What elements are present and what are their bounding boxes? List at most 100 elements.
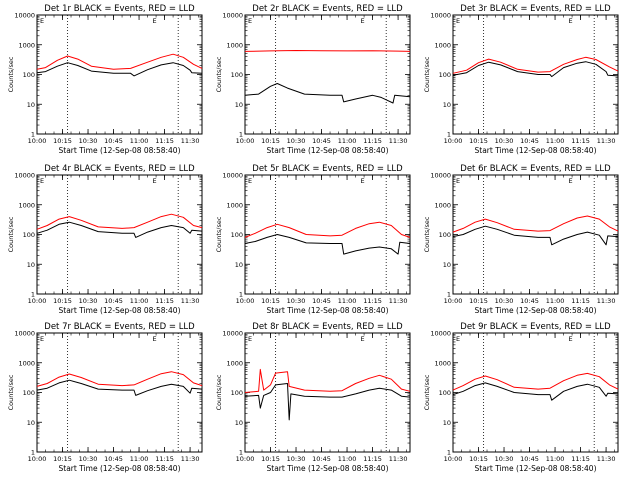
- det7-xaxis-label: Start Time (12-Sep-08 08:58:40): [59, 464, 181, 473]
- det6-yaxis-label: Counts/sec: [423, 216, 431, 252]
- det3-ytick-label: 1: [447, 131, 451, 139]
- det9-ytick-label: 1: [447, 449, 451, 457]
- det2-corner-label-left: E: [248, 17, 252, 25]
- det8-xtick-label: 11:30: [389, 455, 408, 463]
- det4-corner-label-left: E: [40, 177, 44, 185]
- det8-title: Det 8r BLACK = Events, RED = LLD: [252, 322, 403, 332]
- det2-corner-label-right: E: [361, 17, 365, 25]
- det4-xtick-label: 10:00: [28, 297, 47, 305]
- det5-series-red-line: [244, 221, 411, 238]
- det2-ytick-label: 10000: [222, 12, 243, 20]
- det4-corner-label-right: E: [153, 177, 157, 185]
- det6-series-black-line: [452, 225, 619, 246]
- det5-xtick-label: 11:15: [363, 297, 382, 305]
- det7-ytick-label: 1000: [18, 359, 35, 367]
- det3-corner-label-left: E: [456, 17, 460, 25]
- det1-yaxis-label: Counts/sec: [7, 56, 15, 92]
- det5-ytick-label: 1: [239, 291, 243, 299]
- det7-xtick-label: 11:15: [155, 455, 174, 463]
- det2-xaxis-label: Start Time (12-Sep-08 08:58:40): [267, 146, 389, 155]
- det8-xtick-label: 10:30: [287, 455, 306, 463]
- det4-xtick-label: 10:15: [53, 297, 72, 305]
- det3-xtick-label: 10:45: [520, 137, 539, 145]
- det4-series-red-line: [36, 213, 203, 230]
- det5-xtick-label: 11:00: [338, 297, 357, 305]
- det3-xaxis-label: Start Time (12-Sep-08 08:58:40): [475, 146, 597, 155]
- det1-xtick-label: 10:45: [104, 137, 123, 145]
- det6-title: Det 6r BLACK = Events, RED = LLD: [460, 164, 611, 174]
- det8-ytick-label: 10000: [222, 330, 243, 338]
- det2-ytick-label: 1000: [226, 41, 243, 49]
- det5-corner-label-right: E: [361, 177, 365, 185]
- det8-ytick-label: 1: [239, 449, 243, 457]
- det1-xaxis-label: Start Time (12-Sep-08 08:58:40): [59, 146, 181, 155]
- det2-xtick-label: 10:00: [236, 137, 255, 145]
- det2-xtick-label: 10:15: [261, 137, 280, 145]
- det8-xtick-label: 11:00: [338, 455, 357, 463]
- det5-xtick-label: 10:00: [236, 297, 255, 305]
- det7-xtick-label: 10:30: [79, 455, 98, 463]
- det9-title: Det 9r BLACK = Events, RED = LLD: [460, 322, 611, 332]
- det1-corner-label-left: E: [40, 17, 44, 25]
- det2-xtick-label: 11:00: [338, 137, 357, 145]
- det4-xtick-label: 10:45: [104, 297, 123, 305]
- det3-title: Det 3r BLACK = Events, RED = LLD: [460, 4, 611, 14]
- det8-ytick-label: 1000: [226, 359, 243, 367]
- det1-xtick-label: 11:15: [155, 137, 174, 145]
- det4-ytick-label: 10000: [14, 172, 35, 180]
- det9-xtick-label: 11:30: [597, 455, 616, 463]
- det5-title: Det 5r BLACK = Events, RED = LLD: [252, 164, 403, 174]
- det3-series-black-line: [452, 61, 619, 78]
- det9-series-black-line: [452, 382, 619, 401]
- det3-xtick-label: 11:30: [597, 137, 616, 145]
- det1-ytick-label: 10: [27, 101, 35, 109]
- det6-xtick-label: 11:15: [571, 297, 590, 305]
- det1-plot-frame: [36, 14, 203, 135]
- det9-xtick-label: 11:00: [546, 455, 565, 463]
- det1-ytick-label: 1000: [18, 41, 35, 49]
- det8-xtick-label: 10:15: [261, 455, 280, 463]
- det4-xtick-label: 11:30: [181, 297, 200, 305]
- det9-corner-label-right: E: [569, 335, 573, 343]
- det4-series-black-line: [36, 221, 203, 238]
- det7-ytick-label: 10000: [14, 330, 35, 338]
- det4-xtick-label: 11:00: [130, 297, 149, 305]
- det2-ytick-label: 1: [239, 131, 243, 139]
- det7-xtick-label: 10:15: [53, 455, 72, 463]
- det5-ytick-label: 1000: [226, 201, 243, 209]
- det3-corner-label-right: E: [569, 17, 573, 25]
- det6-ytick-label: 100: [439, 231, 451, 239]
- det9-ytick-label: 1000: [434, 359, 451, 367]
- det6-xtick-label: 11:30: [597, 297, 616, 305]
- det7-xtick-label: 10:45: [104, 455, 123, 463]
- det7-corner-label-left: E: [40, 335, 44, 343]
- det5-ytick-label: 10: [235, 261, 243, 269]
- det6-xtick-label: 11:00: [546, 297, 565, 305]
- det5-xaxis-label: Start Time (12-Sep-08 08:58:40): [267, 306, 389, 315]
- det4-xtick-label: 11:15: [155, 297, 174, 305]
- det8-ytick-label: 10: [235, 419, 243, 427]
- det1-xtick-label: 10:15: [53, 137, 72, 145]
- det2-xtick-label: 10:30: [287, 137, 306, 145]
- det2-ytick-label: 100: [231, 71, 243, 79]
- det6-xaxis-label: Start Time (12-Sep-08 08:58:40): [475, 306, 597, 315]
- det3-xtick-label: 11:00: [546, 137, 565, 145]
- det2-plot-frame: [244, 14, 411, 135]
- det8-series-black-line: [244, 383, 411, 421]
- det7-xtick-label: 11:00: [130, 455, 149, 463]
- det9-yaxis-label: Counts/sec: [423, 374, 431, 410]
- det8-series-red-line: [244, 368, 411, 393]
- det9-xtick-label: 10:15: [469, 455, 488, 463]
- det2-xtick-label: 11:15: [363, 137, 382, 145]
- det8-xtick-label: 11:15: [363, 455, 382, 463]
- det8-xtick-label: 10:00: [236, 455, 255, 463]
- det3-ytick-label: 100: [439, 71, 451, 79]
- det2-series-black-line: [244, 83, 411, 104]
- det8-corner-label-right: E: [361, 335, 365, 343]
- det8-ytick-label: 100: [231, 389, 243, 397]
- det5-xtick-label: 10:30: [287, 297, 306, 305]
- det9-corner-label-left: E: [456, 335, 460, 343]
- det3-xtick-label: 10:00: [444, 137, 463, 145]
